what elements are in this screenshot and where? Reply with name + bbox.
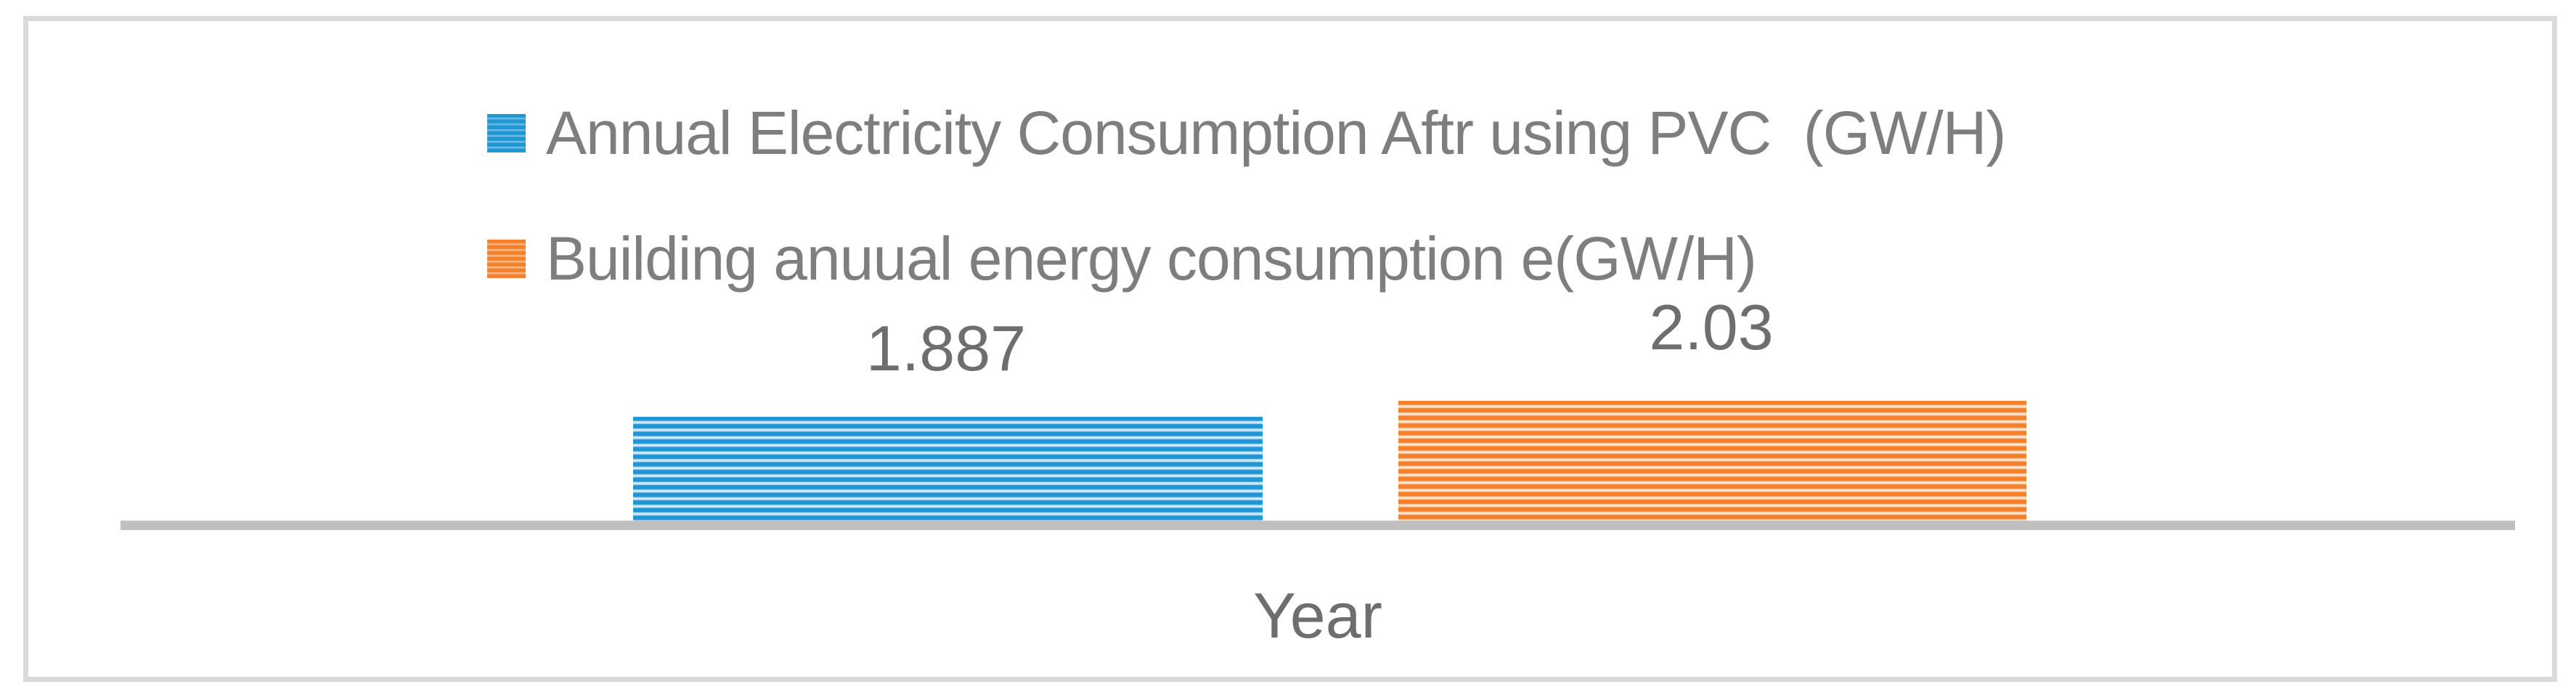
legend-item-building-energy: Building anuual energy consumption e(GW/… xyxy=(487,222,2005,295)
legend-item-annual-electricity: Annual Electricity Consumption Aftr usin… xyxy=(487,97,2006,169)
legend-swatch-blue-icon xyxy=(487,113,526,152)
legend-swatch-orange-icon xyxy=(487,239,526,278)
data-label-building-energy: 2.03 xyxy=(1649,291,1774,363)
bar-annual-electricity xyxy=(633,417,1263,522)
legend: Annual Electricity Consumption Aftr usin… xyxy=(487,97,2006,295)
data-label-annual-electricity: 1.887 xyxy=(865,312,1027,384)
legend-label-building-energy: Building anuual energy consumption e(GW/… xyxy=(546,224,1757,293)
bar-building-energy xyxy=(1398,401,2026,522)
x-axis-line xyxy=(121,521,2515,530)
chart-border-frame: Annual Electricity Consumption Aftr usin… xyxy=(23,16,2557,682)
x-axis-title: Year xyxy=(1253,579,1382,651)
legend-label-annual-electricity: Annual Electricity Consumption Aftr usin… xyxy=(546,98,2006,167)
